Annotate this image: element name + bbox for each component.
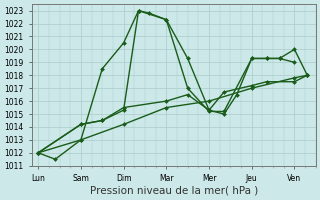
X-axis label: Pression niveau de la mer( hPa ): Pression niveau de la mer( hPa ) [90, 186, 258, 196]
